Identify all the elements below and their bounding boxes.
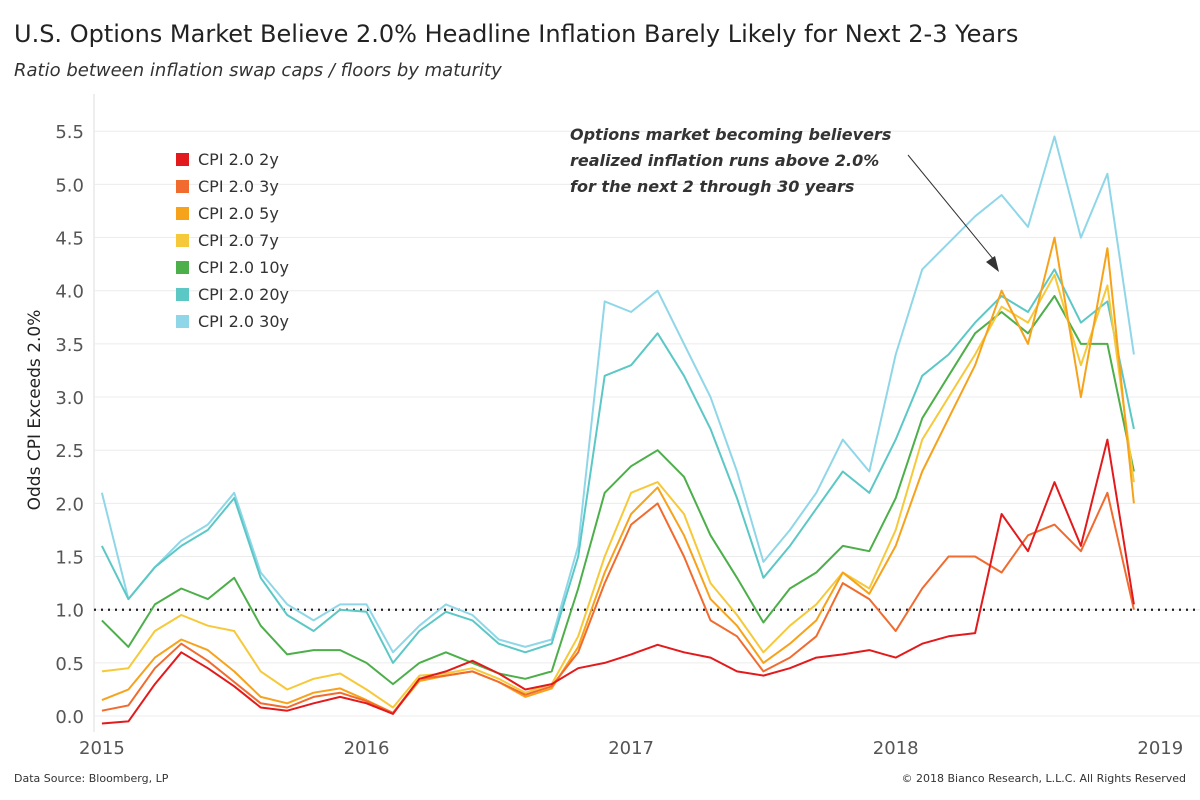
y-axis-label: Odds CPI Exceeds 2.0% [25, 310, 45, 511]
y-axis-ticks: 0.0 0.5 1.0 1.5 2.0 2.5 3.0 3.5 4.0 4.5 5.0 5.5 [55, 122, 84, 728]
series-line-cpi-2-0-20y [101, 268, 1135, 664]
x-tick-label: 2017 [608, 738, 654, 759]
chart-subtitle: Ratio between inflation swap caps / floo… [14, 60, 502, 81]
series-line-cpi-2-0-2y [101, 438, 1135, 725]
legend-swatch [176, 288, 189, 301]
y-tick-label: 3.0 [55, 388, 84, 409]
copyright: © 2018 Bianco Research, L.L.C. All Right… [901, 772, 1186, 785]
legend-item: CPI 2.0 30y [176, 308, 289, 335]
legend-swatch [176, 207, 189, 220]
y-tick-label: 0.5 [55, 654, 84, 675]
series-line-cpi-2-0-7y [101, 273, 1135, 709]
y-tick-label: 1.0 [55, 601, 84, 622]
y-tick-label: 2.0 [55, 494, 84, 515]
series-line-cpi-2-0-30y [100, 135, 1135, 654]
legend-label: CPI 2.0 3y [198, 177, 279, 196]
data-source: Data Source: Bloomberg, LP [14, 772, 169, 785]
y-tick-label: 4.0 [55, 282, 84, 303]
y-tick-label: 1.5 [55, 548, 84, 569]
arrow-head [986, 256, 999, 272]
legend-swatch [176, 234, 189, 247]
legend-label: CPI 2.0 7y [198, 231, 279, 250]
legend-swatch [176, 261, 189, 274]
legend-item: CPI 2.0 7y [176, 227, 289, 254]
y-tick-label: 2.5 [55, 441, 84, 462]
legend-item: CPI 2.0 5y [176, 200, 289, 227]
annotation-line: realized inflation runs above 2.0% [570, 151, 880, 170]
x-tick-label: 2018 [873, 738, 919, 759]
y-tick-label: 0.0 [55, 707, 84, 728]
y-tick-label: 5.5 [55, 122, 84, 143]
legend-label: CPI 2.0 2y [198, 150, 279, 169]
annotation-line: Options market becoming believers [570, 125, 892, 144]
chart-title: U.S. Options Market Believe 2.0% Headlin… [14, 20, 1019, 48]
series-line-cpi-2-0-5y [101, 236, 1135, 714]
x-tick-label: 2015 [79, 738, 125, 759]
gridlines [94, 130, 1200, 717]
series-lines [100, 135, 1135, 725]
x-tick-label: 2019 [1137, 738, 1183, 759]
annotation: Options market becoming believers realiz… [570, 122, 891, 200]
legend-label: CPI 2.0 5y [198, 204, 279, 223]
y-tick-label: 4.5 [55, 229, 84, 250]
legend-item: CPI 2.0 2y [176, 146, 289, 173]
legend-swatch [176, 180, 189, 193]
legend: CPI 2.0 2y CPI 2.0 3y CPI 2.0 5y CPI 2.0 7y… [176, 146, 289, 335]
legend-label: CPI 2.0 30y [198, 312, 289, 331]
x-tick-label: 2016 [344, 738, 390, 759]
legend-item: CPI 2.0 3y [176, 173, 289, 200]
x-axis-ticks: 2015 2016 2017 2018 2019 [79, 738, 1183, 759]
legend-item: CPI 2.0 10y [176, 254, 289, 281]
series-line-cpi-2-0-3y [101, 491, 1135, 714]
annotation-line: for the next 2 through 30 years [570, 177, 855, 196]
arrow-shaft [907, 154, 995, 261]
series-line-cpi-2-0-10y [101, 295, 1135, 686]
annotation-arrow [907, 154, 999, 272]
y-tick-label: 3.5 [55, 335, 84, 356]
legend-swatch [176, 315, 189, 328]
y-tick-label: 5.0 [55, 175, 84, 196]
legend-label: CPI 2.0 10y [198, 258, 289, 277]
legend-item: CPI 2.0 20y [176, 281, 289, 308]
legend-label: CPI 2.0 20y [198, 285, 289, 304]
legend-swatch [176, 153, 189, 166]
